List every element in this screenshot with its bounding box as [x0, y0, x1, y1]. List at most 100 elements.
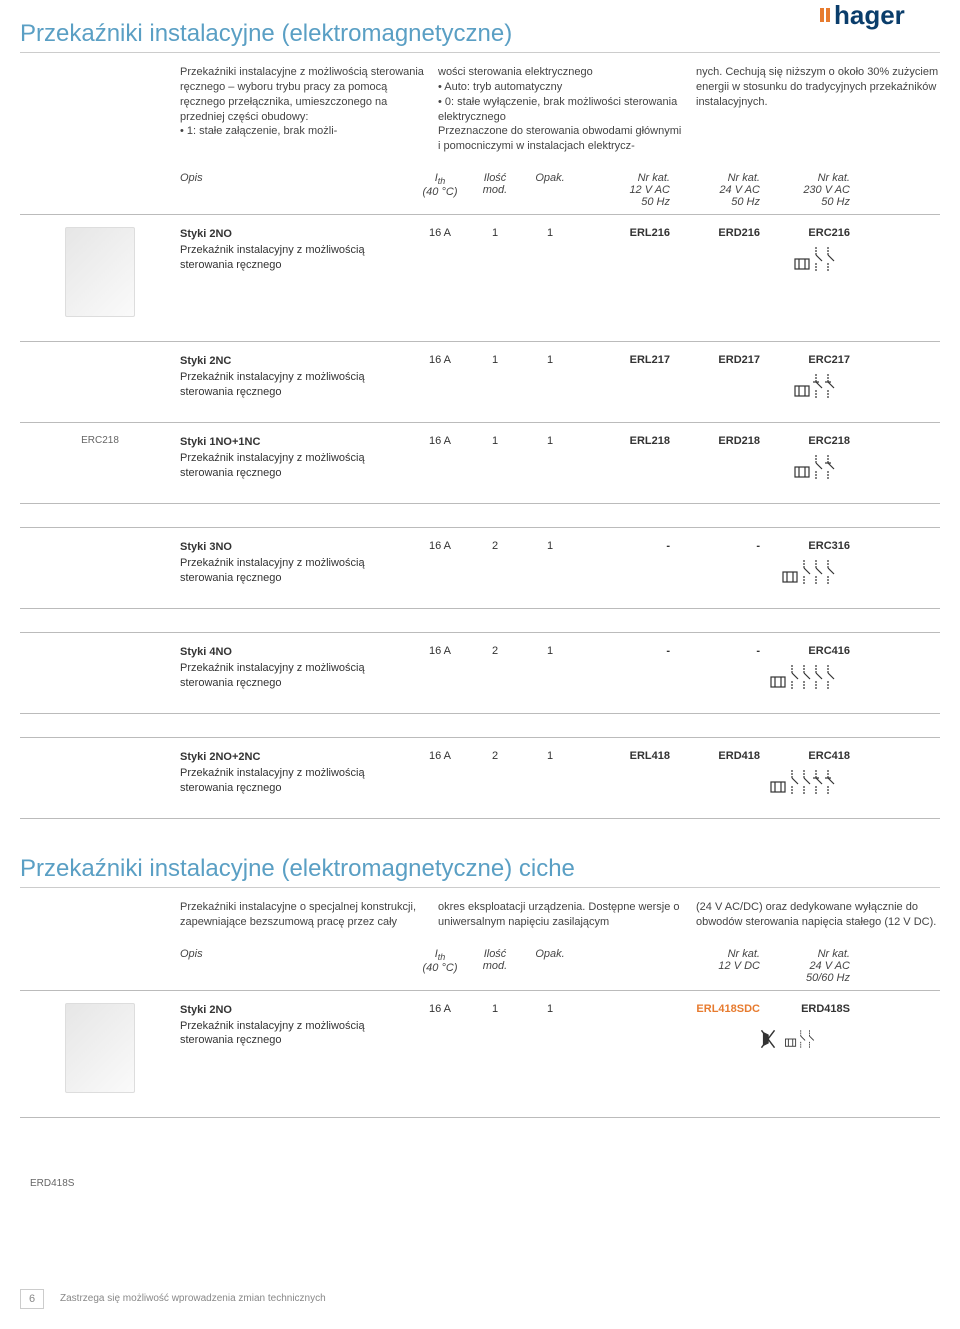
cell-cat1: - — [580, 540, 670, 552]
table-header-2: Opis Ith (40 °C) Ilośćmod. Opak. Nr kat.… — [20, 948, 940, 991]
product-row: Styki 4NOPrzekaźnik instalacyjny z możli… — [20, 633, 940, 714]
cell-mod: 2 — [470, 750, 520, 762]
spacer-row — [20, 609, 940, 633]
head2-ith: Ith (40 °C) — [410, 948, 470, 984]
product-desc: Styki 2NOPrzekaźnik instalacyjny z możli… — [180, 1003, 410, 1048]
contact-symbol — [760, 558, 840, 588]
spacer-row — [20, 714, 940, 738]
cell-cat2: ERD418 — [670, 750, 760, 762]
head-ith: Ith (40 °C) — [410, 172, 470, 208]
product-row: Styki 3NOPrzekaźnik instalacyjny z możli… — [20, 528, 940, 609]
intro-col-1: Przekaźniki instalacyjne z możliwością s… — [180, 65, 424, 154]
product-image-cell — [20, 1003, 180, 1097]
product-table-2: Opis Ith (40 °C) Ilośćmod. Opak. Nr kat.… — [20, 948, 940, 1118]
product-image — [65, 227, 135, 317]
footer-text: Zastrzega się możliwość wprowadzenia zmi… — [60, 1293, 326, 1304]
intro2-col-3: (24 V AC/DC) oraz dedykowane wyłącznie d… — [696, 900, 940, 930]
contact-symbol — [760, 768, 840, 798]
table-header-1: Opis Ith (40 °C) Ilośćmod. Opak. Nr kat.… — [20, 172, 940, 215]
intro-columns-1: Przekaźniki instalacyjne z możliwością s… — [180, 65, 940, 154]
cell-opak: 1 — [520, 750, 580, 762]
head-cat1: Nr kat.12 V AC 50 Hz — [580, 172, 670, 208]
cell-cat1: ERL418SDC — [670, 1003, 760, 1015]
product-desc: Styki 2NOPrzekaźnik instalacyjny z możli… — [180, 227, 410, 272]
title-rule — [20, 52, 940, 53]
product-row: Styki 2NOPrzekaźnik instalacyjny z możli… — [20, 215, 940, 342]
cell-cat1: ERL216 — [580, 227, 670, 239]
cell-cat3: ERC218 — [760, 435, 850, 483]
product-image-cell: ERC218 — [20, 435, 180, 446]
cell-cat3: ERC418 — [760, 750, 850, 798]
cell-cat1: - — [580, 645, 670, 657]
intro2-col-1: Przekaźniki instalacyjne o specjalnej ko… — [180, 900, 424, 930]
cell-mod: 1 — [470, 435, 520, 447]
cell-cat3: ERC316 — [760, 540, 850, 588]
cell-cat3: ERC217 — [760, 354, 850, 402]
contact-symbol — [760, 453, 840, 483]
product-row: ERC218Styki 1NO+1NCPrzekaźnik instalacyj… — [20, 423, 940, 504]
bottom-image-label: ERD418S — [30, 1178, 940, 1189]
product-row: Styki 2NCPrzekaźnik instalacyjny z możli… — [20, 342, 940, 423]
page-number: 6 — [20, 1289, 44, 1309]
head2-ilosc: Ilośćmod. — [470, 948, 520, 984]
contact-symbol — [760, 372, 840, 402]
cell-cat2: - — [670, 645, 760, 657]
product-desc: Styki 3NOPrzekaźnik instalacyjny z możli… — [180, 540, 410, 585]
product-row: Styki 2NO+2NCPrzekaźnik instalacyjny z m… — [20, 738, 940, 819]
product-image-label: ERC218 — [81, 435, 119, 446]
title-rule-2 — [20, 887, 940, 888]
cell-cat1: ERL218 — [580, 435, 670, 447]
cell-cat1: ERL418 — [580, 750, 670, 762]
head-cat3: Nr kat.230 V AC 50 Hz — [760, 172, 850, 208]
cell-mod: 1 — [470, 354, 520, 366]
product-desc: Styki 2NCPrzekaźnik instalacyjny z możli… — [180, 354, 410, 399]
section-title-1: Przekaźniki instalacyjne (elektromagnety… — [20, 20, 512, 48]
cell-ith: 16 A — [410, 540, 470, 552]
cell-opak: 1 — [520, 645, 580, 657]
product-image-cell — [20, 227, 180, 321]
cell-cat2: ERD218 — [670, 435, 760, 447]
cell-opak: 1 — [520, 354, 580, 366]
intro-columns-2: Przekaźniki instalacyjne o specjalnej ko… — [180, 900, 940, 930]
cell-opak: 1 — [520, 1003, 580, 1015]
cell-opak: 1 — [520, 540, 580, 552]
cell-ith: 16 A — [410, 227, 470, 239]
cell-opak: 1 — [520, 435, 580, 447]
cell-cat2: - — [670, 540, 760, 552]
cell-cat2: ERD216 — [670, 227, 760, 239]
page-footer: 6 Zastrzega się możliwość wprowadzenia z… — [20, 1289, 940, 1309]
cell-mod: 2 — [470, 540, 520, 552]
cell-opak: 1 — [520, 227, 580, 239]
head-cat2: Nr kat.24 V AC 50 Hz — [670, 172, 760, 208]
cell-cat1: ERL217 — [580, 354, 670, 366]
cell-mod: 1 — [470, 1003, 520, 1015]
product-image — [65, 1003, 135, 1093]
intro-col-3: nych. Cechują się niższym o około 30% zu… — [696, 65, 940, 154]
product-row: Styki 2NOPrzekaźnik instalacyjny z możli… — [20, 991, 940, 1118]
cell-ith: 16 A — [410, 435, 470, 447]
head2-opak: Opak. — [520, 948, 580, 984]
section-title-2: Przekaźniki instalacyjne (elektromagnety… — [20, 855, 940, 883]
svg-text:hager: hager — [834, 0, 905, 30]
product-desc: Styki 2NO+2NCPrzekaźnik instalacyjny z m… — [180, 750, 410, 795]
cell-ith: 16 A — [410, 354, 470, 366]
contact-symbol — [760, 1021, 840, 1057]
head2-opis: Opis — [180, 948, 410, 984]
cell-ith: 16 A — [410, 750, 470, 762]
cell-mod: 2 — [470, 645, 520, 657]
head-opis: Opis — [180, 172, 410, 208]
cell-ith: 16 A — [410, 645, 470, 657]
contact-symbol — [760, 245, 840, 275]
intro2-col-2: okres eksploatacji urządzenia. Dostępne … — [438, 900, 682, 930]
cell-mod: 1 — [470, 227, 520, 239]
head2-cat2: Nr kat.24 V AC 50/60 Hz — [760, 948, 850, 984]
cell-ith: 16 A — [410, 1003, 470, 1015]
product-table-1: Opis Ith (40 °C) Ilośćmod. Opak. Nr kat.… — [20, 172, 940, 819]
cell-cat3: ERC216 — [760, 227, 850, 275]
page-header: Przekaźniki instalacyjne (elektromagnety… — [20, 0, 940, 52]
head-ilosc: Ilośćmod. — [470, 172, 520, 208]
contact-symbol — [760, 663, 840, 693]
brand-logo: hager — [820, 0, 940, 33]
product-desc: Styki 4NOPrzekaźnik instalacyjny z możli… — [180, 645, 410, 690]
cell-cat2: ERD418S — [760, 1003, 850, 1057]
